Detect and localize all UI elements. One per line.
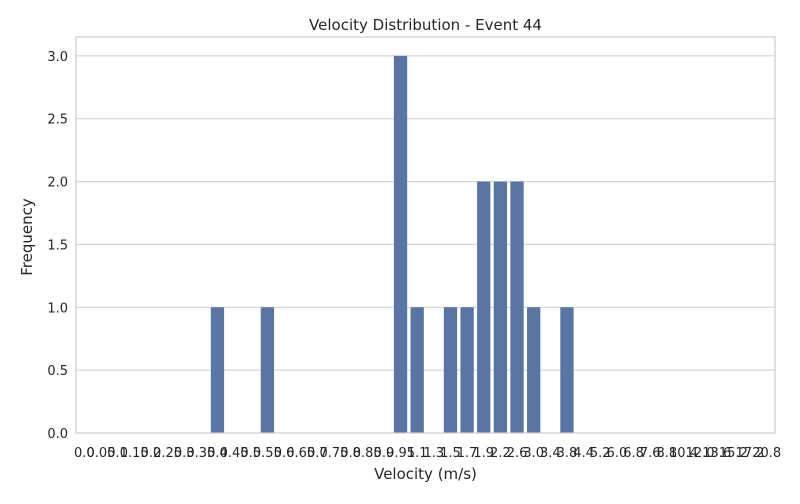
plot-frame <box>75 36 776 434</box>
x-tick-label: 8.8 <box>656 446 677 461</box>
x-tick-label: 1.3 <box>423 446 444 461</box>
x-tick-label: 2.6 <box>507 446 528 461</box>
y-tick-label: 1.0 <box>47 301 68 316</box>
x-tick-label: 4.4 <box>573 446 594 461</box>
x-tick-label: 0.65 <box>286 446 315 461</box>
x-tick-label: 0.0 <box>74 446 95 461</box>
x-tick-label: 0.75 <box>319 446 348 461</box>
gridlines <box>76 55 775 434</box>
x-tick-label: 3.8 <box>557 446 578 461</box>
x-tick-label: 0.5 <box>240 446 261 461</box>
bars <box>210 55 574 433</box>
x-tick-label: 1.9 <box>473 446 494 461</box>
x-tick-label: 1.5 <box>440 446 461 461</box>
y-tick-label: 0.5 <box>47 364 68 379</box>
x-tick-label: 20.8 <box>752 446 781 461</box>
bar-1.9 <box>477 181 491 433</box>
x-tick-label: 0.05 <box>86 446 115 461</box>
x-tick-labels: 0.00.050.10.150.20.250.30.350.40.450.50.… <box>74 446 781 461</box>
x-axis-label: Velocity (m/s) <box>374 465 477 483</box>
y-tick-label: 2.5 <box>47 113 68 128</box>
x-tick-label: 3.4 <box>540 446 561 461</box>
x-tick-label: 0.15 <box>120 446 149 461</box>
chart-title: Velocity Distribution - Event 44 <box>309 16 542 34</box>
y-tick-label: 0.0 <box>47 427 68 442</box>
bar-1.5 <box>443 307 458 433</box>
x-tick-label: 1.7 <box>457 446 478 461</box>
y-tick-label: 1.5 <box>47 238 68 253</box>
x-tick-label: 7.6 <box>640 446 661 461</box>
bar-3.8 <box>560 307 574 433</box>
x-tick-label: 0.85 <box>353 446 382 461</box>
x-tick-label: 2.2 <box>490 446 511 461</box>
bar-0.4 <box>210 307 225 433</box>
x-tick-label: 6.0 <box>607 446 628 461</box>
x-tick-label: 0.2 <box>141 446 162 461</box>
x-tick-label: 0.9 <box>374 446 395 461</box>
x-tick-label: 0.4 <box>207 446 228 461</box>
x-tick-label: 6.8 <box>623 446 644 461</box>
x-tick-label: 0.45 <box>220 446 249 461</box>
x-tick-label: 0.25 <box>153 446 182 461</box>
x-tick-label: 0.6 <box>274 446 295 461</box>
x-tick-label: 0.35 <box>186 446 215 461</box>
y-tick-label: 2.0 <box>47 176 68 191</box>
bar-0.55 <box>260 307 275 433</box>
bar-1.7 <box>460 307 474 433</box>
x-tick-label: 0.3 <box>174 446 195 461</box>
x-tick-label: 13.6 <box>702 446 731 461</box>
y-tick-labels: 0.0 0.5 1.0 1.5 2.0 2.5 3.0 <box>47 50 68 442</box>
x-tick-label: 3.0 <box>523 446 544 461</box>
x-tick-label: 15.2 <box>719 446 748 461</box>
x-tick-label: 0.7 <box>307 446 328 461</box>
x-tick-label: 0.8 <box>340 446 361 461</box>
bar-1.1 <box>410 307 424 433</box>
bar-0.95 <box>393 55 408 433</box>
x-tick-label: 0.55 <box>253 446 282 461</box>
x-tick-label: 17.2 <box>736 446 765 461</box>
y-tick-label: 3.0 <box>47 50 68 65</box>
x-tick-label: 5.2 <box>590 446 611 461</box>
x-tick-label: 0.95 <box>386 446 415 461</box>
bar-2.2 <box>493 181 508 433</box>
x-tick-label: 10.4 <box>669 446 698 461</box>
x-tick-label: 0.1 <box>107 446 128 461</box>
bar-2.6 <box>510 181 524 433</box>
bar-3.0 <box>527 307 541 433</box>
x-tick-label: 12.0 <box>686 446 715 461</box>
y-axis-label: Frequency <box>18 198 36 276</box>
x-tick-label: 1.1 <box>407 446 428 461</box>
